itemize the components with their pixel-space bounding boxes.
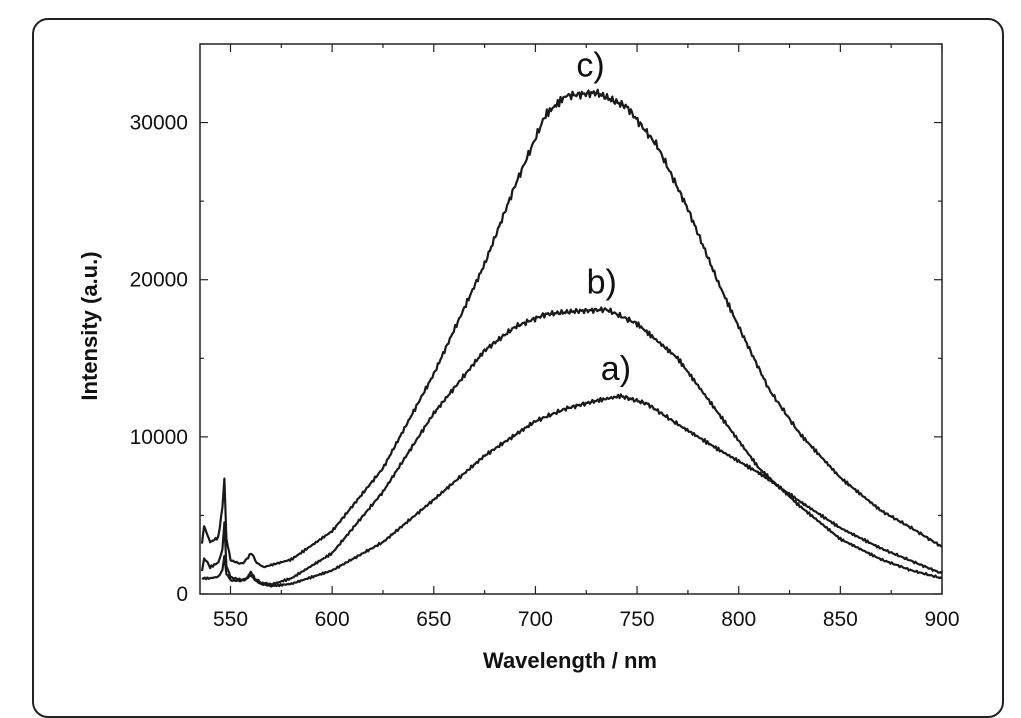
x-tick-label: 700 [518,608,553,631]
spectrum-chart: 550 600 650 700 750 800 850 900 0 10000 20000 30000… [77,43,960,673]
x-tick-label: 550 [213,608,248,631]
y-axis-title: Intensity (a.u.) [77,251,102,400]
y-tick-label: 30000 [130,112,188,135]
plot-area-border [199,43,943,595]
curve-label-a: a) [601,350,631,388]
x-tick-label: 650 [416,608,451,631]
x-tick-label: 800 [721,608,756,631]
curve-label-c: c) [576,47,604,85]
series-line-a [201,393,943,588]
series-line-b [200,306,943,586]
x-tick-label: 600 [315,608,350,631]
series-line-c [200,88,943,569]
y-tick-label: 0 [176,583,188,606]
x-axis-title: Wavelength / nm [483,648,657,673]
curve-label-b: b) [587,264,617,302]
x-tick-label: 900 [924,608,959,631]
y-tick-label: 10000 [130,426,188,449]
curves: a) b) c) [200,47,943,588]
axes: 550 600 650 700 750 800 850 900 0 10000 20000 30000 [130,43,960,631]
y-tick-label: 20000 [130,269,188,292]
x-tick-label: 850 [823,608,858,631]
x-tick-label: 750 [620,608,655,631]
